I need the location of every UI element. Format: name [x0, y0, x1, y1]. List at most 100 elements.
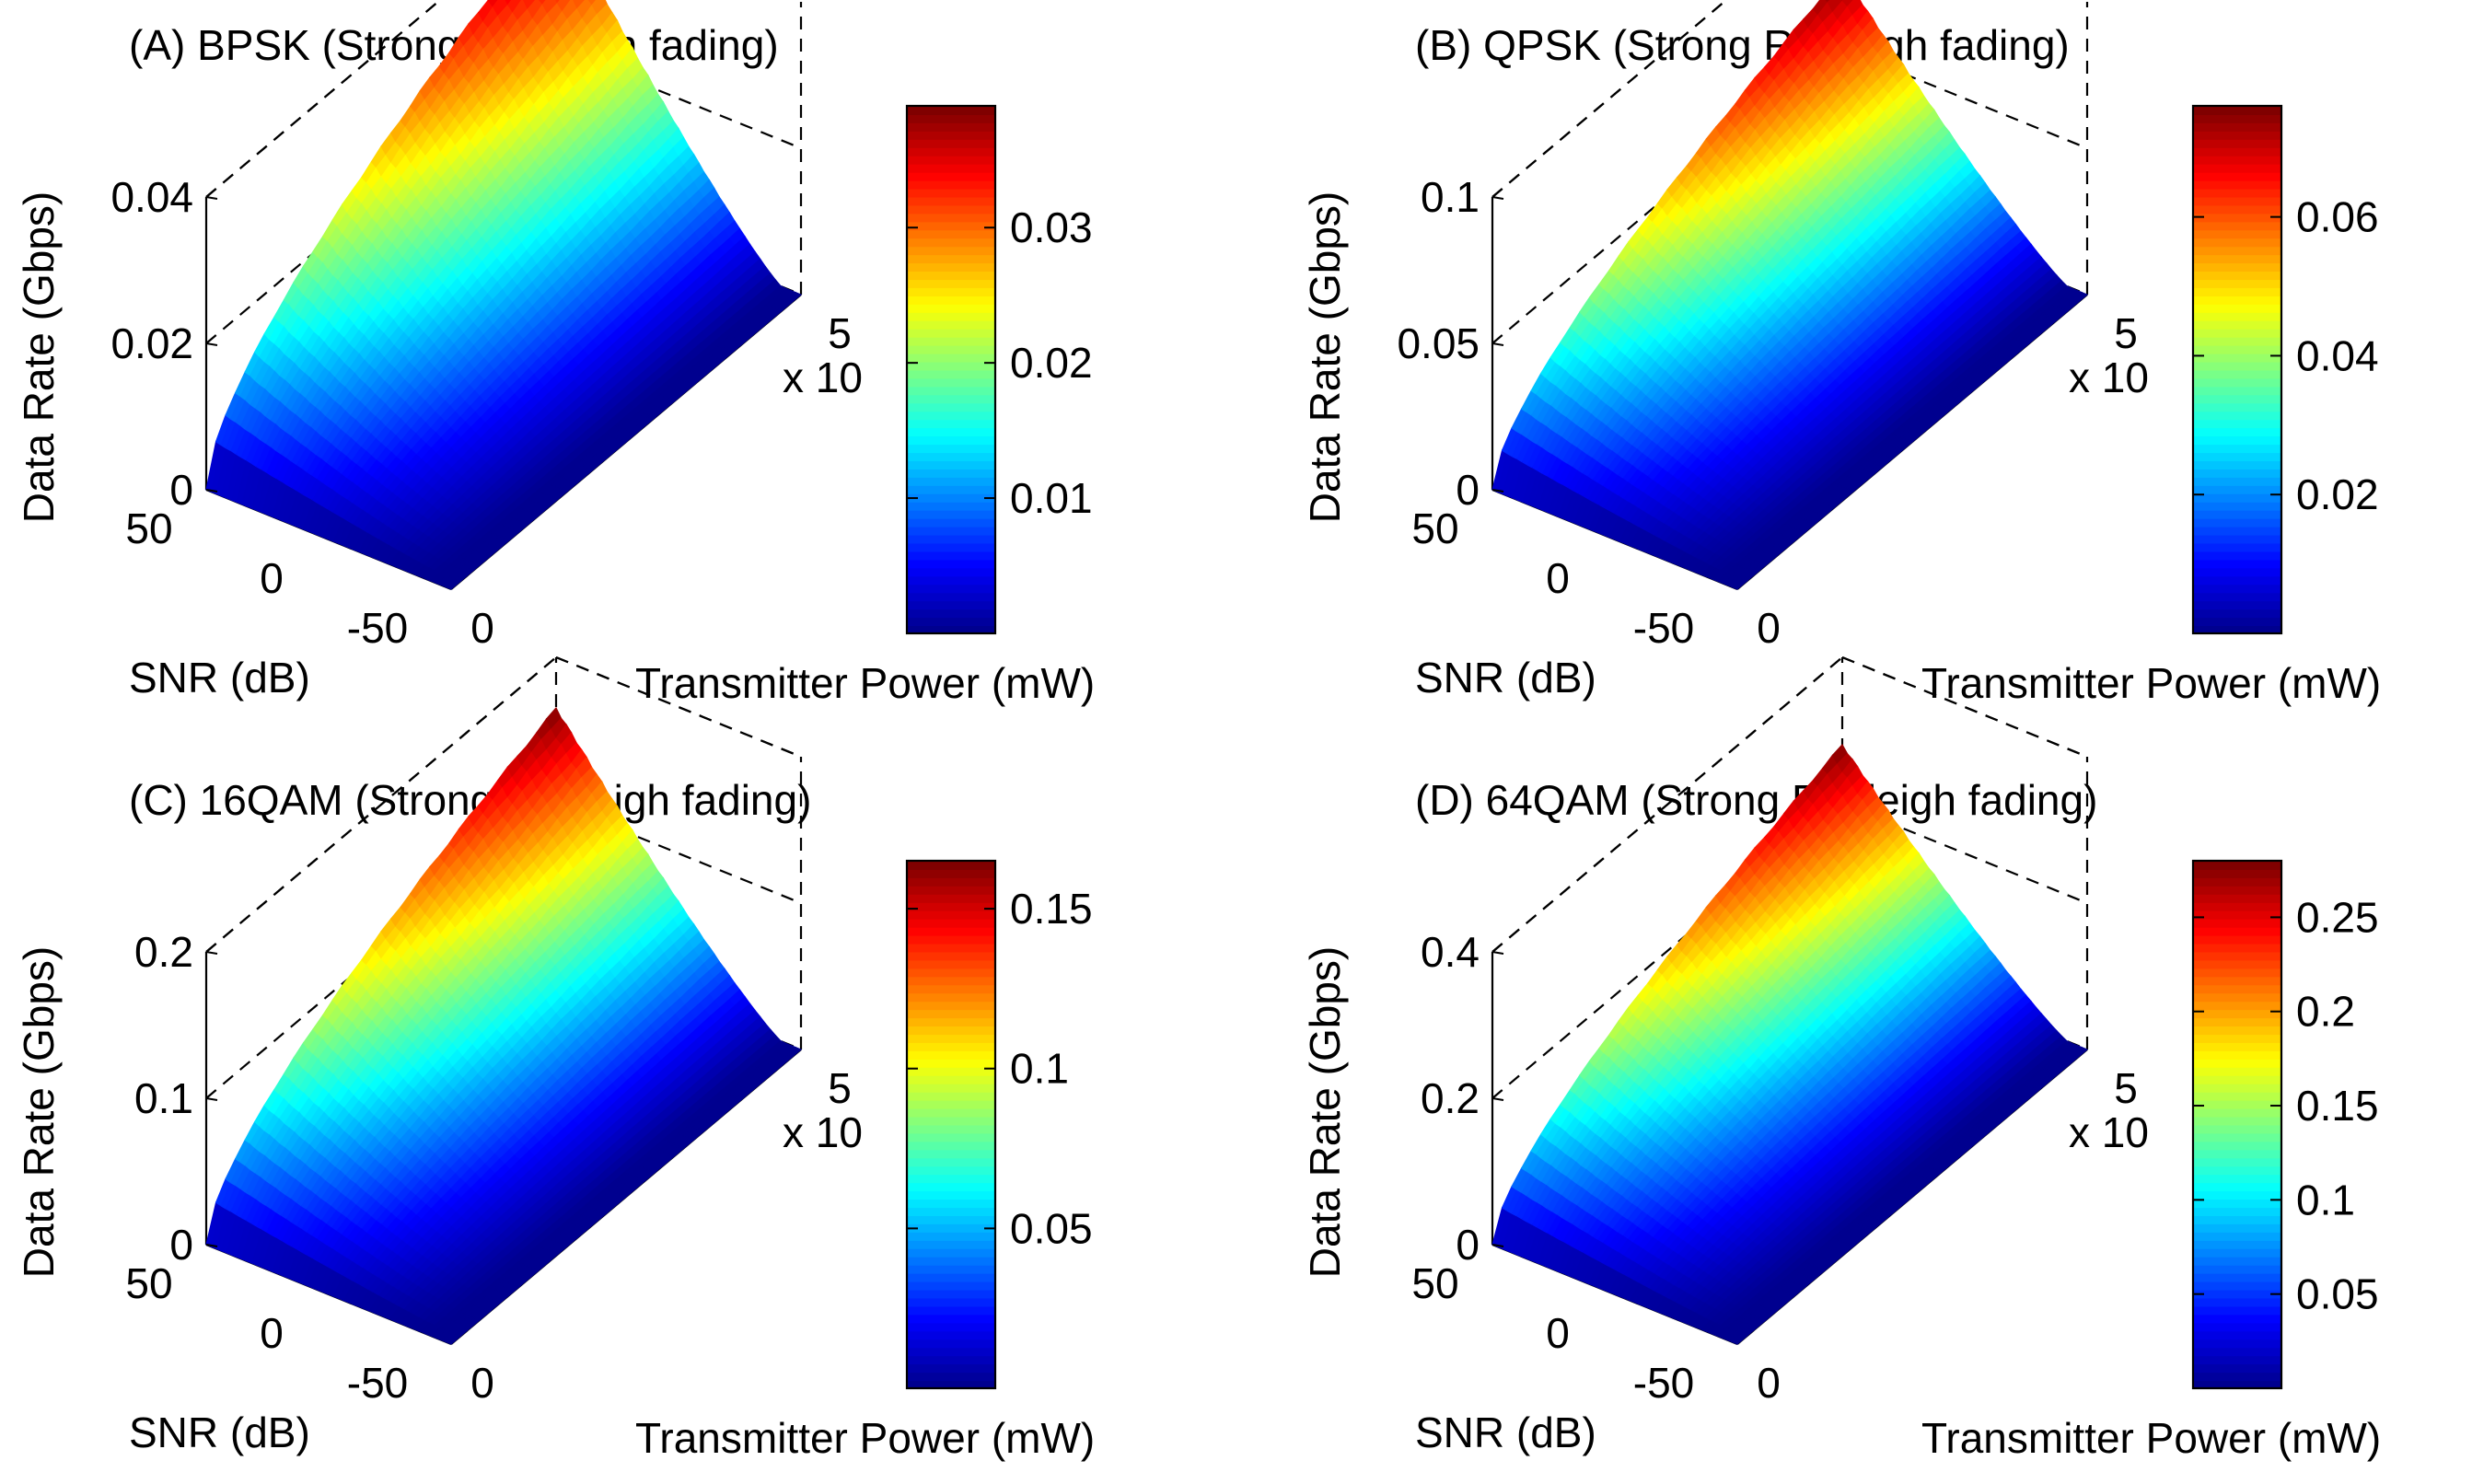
colorbar-swatch — [2193, 229, 2281, 239]
colorbar-swatch — [2193, 353, 2281, 363]
colorbar-swatch — [2193, 484, 2281, 494]
colorbar-swatch — [907, 353, 995, 363]
y-exponent-label: x 10 — [783, 354, 863, 401]
colorbar-swatch — [2193, 501, 2281, 511]
colorbar-swatch — [907, 286, 995, 296]
colorbar-swatch — [2193, 617, 2281, 627]
colorbar-swatch — [2193, 188, 2281, 198]
x-tick-label: -50 — [347, 604, 408, 652]
colorbar-tick-label: 0.02 — [2296, 470, 2379, 518]
colorbar-swatch — [907, 435, 995, 446]
colorbar-swatch — [2193, 592, 2281, 602]
colorbar-swatch — [907, 452, 995, 461]
colorbar-swatch — [907, 146, 995, 157]
colorbar-swatch — [907, 113, 995, 123]
chart-panel-2: (B) QPSK (Strong Rayleigh fading) 0 0.05 0.… — [1301, 0, 2381, 707]
colorbar-swatch — [2193, 575, 2281, 585]
colorbar-swatch — [907, 476, 995, 486]
colorbar-swatch — [2193, 286, 2281, 296]
colorbar-swatch — [907, 311, 995, 321]
colorbar-swatch — [907, 295, 995, 305]
colorbar-swatch — [907, 509, 995, 519]
colorbar-swatch — [907, 361, 995, 371]
colorbar-swatch — [2193, 246, 2281, 256]
surface-cell — [573, 0, 586, 10]
colorbar-swatch — [2193, 271, 2281, 281]
colorbar-swatch — [2193, 311, 2281, 321]
colorbar-swatch — [907, 609, 995, 619]
colorbar-swatch — [907, 617, 995, 627]
colorbar-swatch — [2193, 377, 2281, 388]
colorbar-swatch — [907, 262, 995, 272]
colorbar-swatch — [2193, 534, 2281, 544]
colorbar-swatch — [907, 444, 995, 454]
x-tick-label: 0 — [260, 554, 284, 602]
colorbar-swatch — [2193, 130, 2281, 140]
colorbar-swatch — [907, 427, 995, 437]
colorbar-swatch — [907, 493, 995, 503]
x-axis-label: SNR (dB) — [129, 654, 310, 701]
x-tick-label: 50 — [125, 504, 172, 552]
colorbar-swatch — [907, 138, 995, 148]
colorbar-swatch — [2193, 493, 2281, 503]
colorbar-tick-label: 0.01 — [1010, 474, 1093, 522]
colorbar-swatch — [907, 567, 995, 577]
colorbar-tick-label: 0.02 — [1010, 339, 1093, 387]
colorbar-swatch — [907, 271, 995, 281]
x-tick-label: -50 — [1633, 604, 1694, 652]
colorbar-swatch — [907, 122, 995, 132]
colorbar-swatch — [2193, 262, 2281, 272]
z-tick-label: 0.05 — [1397, 319, 1480, 367]
colorbar-swatch — [907, 386, 995, 396]
colorbar-swatch — [2193, 526, 2281, 536]
colorbar-swatch — [2193, 319, 2281, 330]
colorbar-swatch — [2193, 551, 2281, 561]
colorbar-swatch — [2193, 509, 2281, 519]
colorbar-tick-label: 0.03 — [1010, 203, 1093, 251]
colorbar-swatch — [2193, 609, 2281, 619]
surface-cell — [507, 0, 523, 14]
colorbar-swatch — [2193, 427, 2281, 437]
chart-title: (B) QPSK (Strong Rayleigh fading) — [1415, 21, 2070, 69]
colorbar-swatch — [2193, 221, 2281, 231]
y-axis-label: Transmitter Power (mW) — [635, 659, 1095, 707]
colorbar-swatch — [2193, 452, 2281, 461]
colorbar-swatch — [907, 419, 995, 429]
colorbar-swatch — [907, 188, 995, 198]
colorbar: 0.01 0.02 0.03 — [905, 104, 1093, 635]
z-tick-label: 0 — [1456, 466, 1480, 514]
y-axis-label: Transmitter Power (mW) — [1921, 659, 2381, 707]
colorbar-swatch — [2193, 336, 2281, 346]
chart-panel-3: (C) 16QAM (Strong Rayleigh fading)00.10.… — [15, 655, 1095, 1462]
colorbar-swatch — [907, 551, 995, 561]
colorbar-swatch — [907, 402, 995, 412]
colorbar-swatch — [2193, 279, 2281, 288]
surface-cell — [522, 0, 537, 10]
colorbar-swatch — [2193, 459, 2281, 470]
colorbar-swatch — [2193, 204, 2281, 214]
colorbar-swatch — [907, 559, 995, 569]
colorbar-swatch — [907, 196, 995, 206]
x-axis-label: SNR (dB) — [1415, 654, 1596, 701]
colorbar-swatch — [2193, 254, 2281, 264]
y-tick-label: 5 — [828, 309, 852, 357]
colorbar-swatch — [907, 238, 995, 248]
colorbar-swatch — [2193, 328, 2281, 338]
colorbar-swatch — [2193, 444, 2281, 454]
colorbar-swatch — [907, 303, 995, 313]
z-tick-label: 0.1 — [1421, 173, 1480, 221]
colorbar-swatch — [907, 180, 995, 190]
colorbar-swatch — [2193, 155, 2281, 165]
surface-cell — [487, 0, 499, 8]
colorbar-swatch — [2193, 344, 2281, 354]
colorbar-swatch — [2193, 361, 2281, 371]
colorbar-swatch — [2193, 171, 2281, 181]
colorbar-swatch — [2193, 394, 2281, 404]
colorbar-swatch — [2193, 476, 2281, 486]
colorbar-swatch — [907, 369, 995, 379]
z-axis-label: Data Rate (Gbps) — [1301, 191, 1349, 523]
colorbar-swatch — [907, 344, 995, 354]
colorbar-swatch — [907, 155, 995, 165]
colorbar-swatch — [907, 246, 995, 256]
colorbar-swatch — [907, 592, 995, 602]
